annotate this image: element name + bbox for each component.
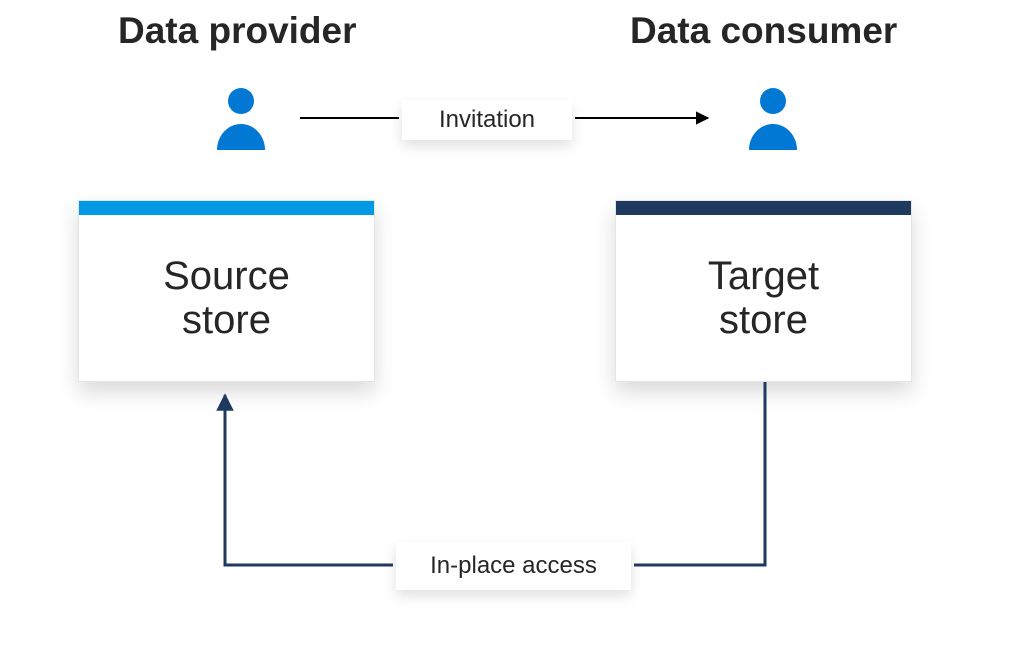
target-store-box: Target store <box>615 200 912 382</box>
invitation-label: Invitation <box>402 100 572 140</box>
person-body <box>217 124 265 150</box>
source-store-box: Source store <box>78 200 375 382</box>
target-store-label: Target store <box>616 215 911 381</box>
heading-data-consumer: Data consumer <box>630 10 897 52</box>
source-store-label-line1: Source <box>163 254 290 298</box>
target-store-label-line2: store <box>719 298 808 342</box>
person-icon-consumer <box>745 86 801 150</box>
person-icon-provider <box>213 86 269 150</box>
heading-data-provider: Data provider <box>118 10 357 52</box>
target-store-bar <box>616 201 911 215</box>
source-store-bar <box>79 201 374 215</box>
person-body <box>749 124 797 150</box>
inplace-access-label: In-place access <box>396 542 631 590</box>
source-store-label-line2: store <box>182 298 271 342</box>
person-head <box>228 88 254 114</box>
target-store-label-line1: Target <box>708 254 819 298</box>
inplace-access-connector <box>225 382 765 565</box>
source-store-label: Source store <box>79 215 374 381</box>
person-head <box>760 88 786 114</box>
